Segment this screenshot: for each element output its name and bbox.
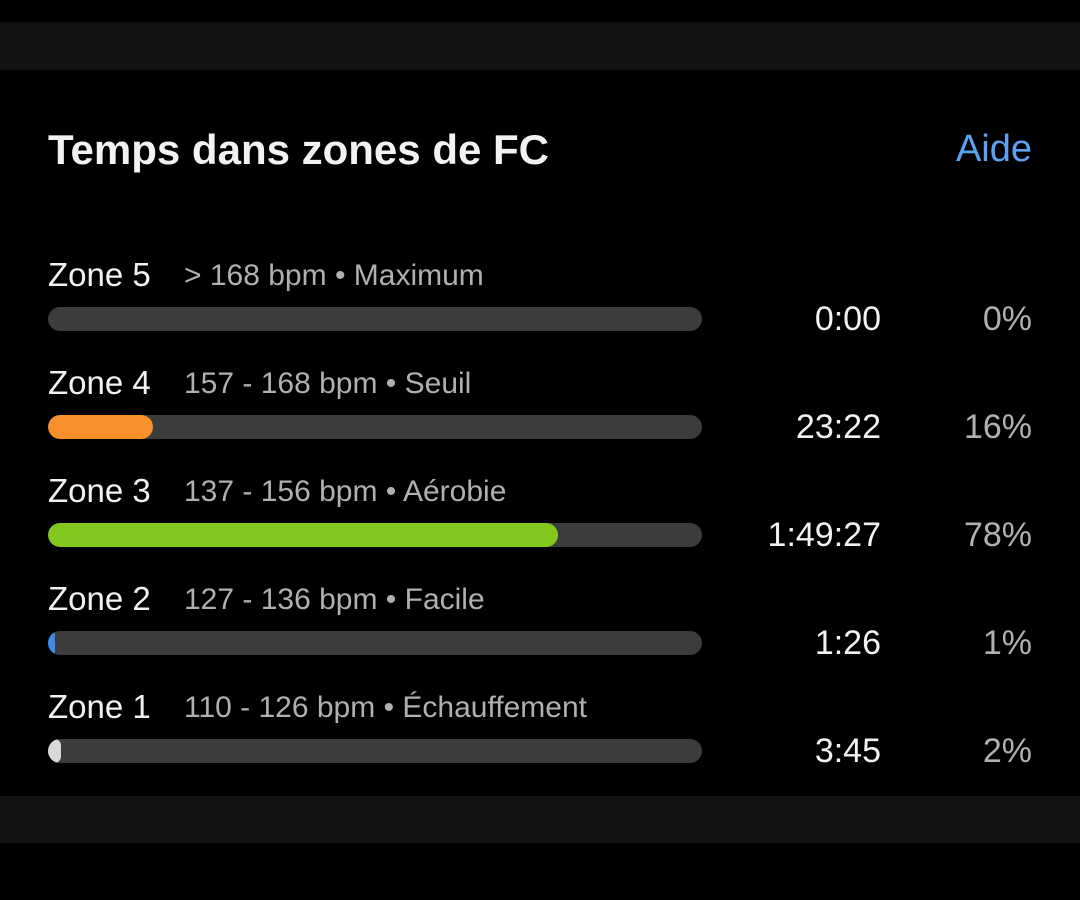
- zone-bar: [48, 415, 153, 439]
- zone-time: 0:00: [814, 300, 881, 338]
- zone-name: Zone 5: [48, 256, 151, 293]
- zone-name: Zone 3: [48, 472, 151, 509]
- zone-bar: [48, 631, 55, 655]
- zone-time: 1:26: [814, 624, 881, 662]
- zone-track: [48, 739, 702, 763]
- zone-range: > 168 bpm • Maximum: [184, 259, 484, 292]
- zone-range: 137 - 156 bpm • Aérobie: [184, 475, 507, 508]
- zone-name: Zone 2: [48, 580, 151, 617]
- zone-percent: 0%: [982, 300, 1032, 338]
- zone-track: [48, 415, 702, 439]
- help-link[interactable]: Aide: [955, 128, 1032, 170]
- top-band: [0, 22, 1080, 70]
- zone-range: 157 - 168 bpm • Seuil: [184, 367, 472, 400]
- zone-time: 23:22: [795, 408, 881, 446]
- zone-percent: 1%: [982, 624, 1032, 662]
- zone-bar: [48, 523, 559, 547]
- zone-percent: 78%: [963, 516, 1032, 554]
- zone-name: Zone 4: [48, 364, 151, 401]
- zone-bar: [48, 739, 62, 763]
- zone-track: [48, 307, 702, 331]
- zone-percent: 2%: [982, 732, 1032, 770]
- zone-range: 110 - 126 bpm • Échauffement: [184, 691, 587, 724]
- zone-time: 3:45: [814, 732, 881, 770]
- zone-percent: 16%: [963, 408, 1032, 446]
- zone-name: Zone 1: [48, 688, 151, 725]
- zone-time: 1:49:27: [767, 516, 881, 554]
- bottom-band: [0, 796, 1080, 843]
- zone-track: [48, 631, 702, 655]
- zone-track: [48, 523, 702, 547]
- card-title: Temps dans zones de FC: [48, 126, 549, 173]
- zone-range: 127 - 136 bpm • Facile: [184, 583, 485, 616]
